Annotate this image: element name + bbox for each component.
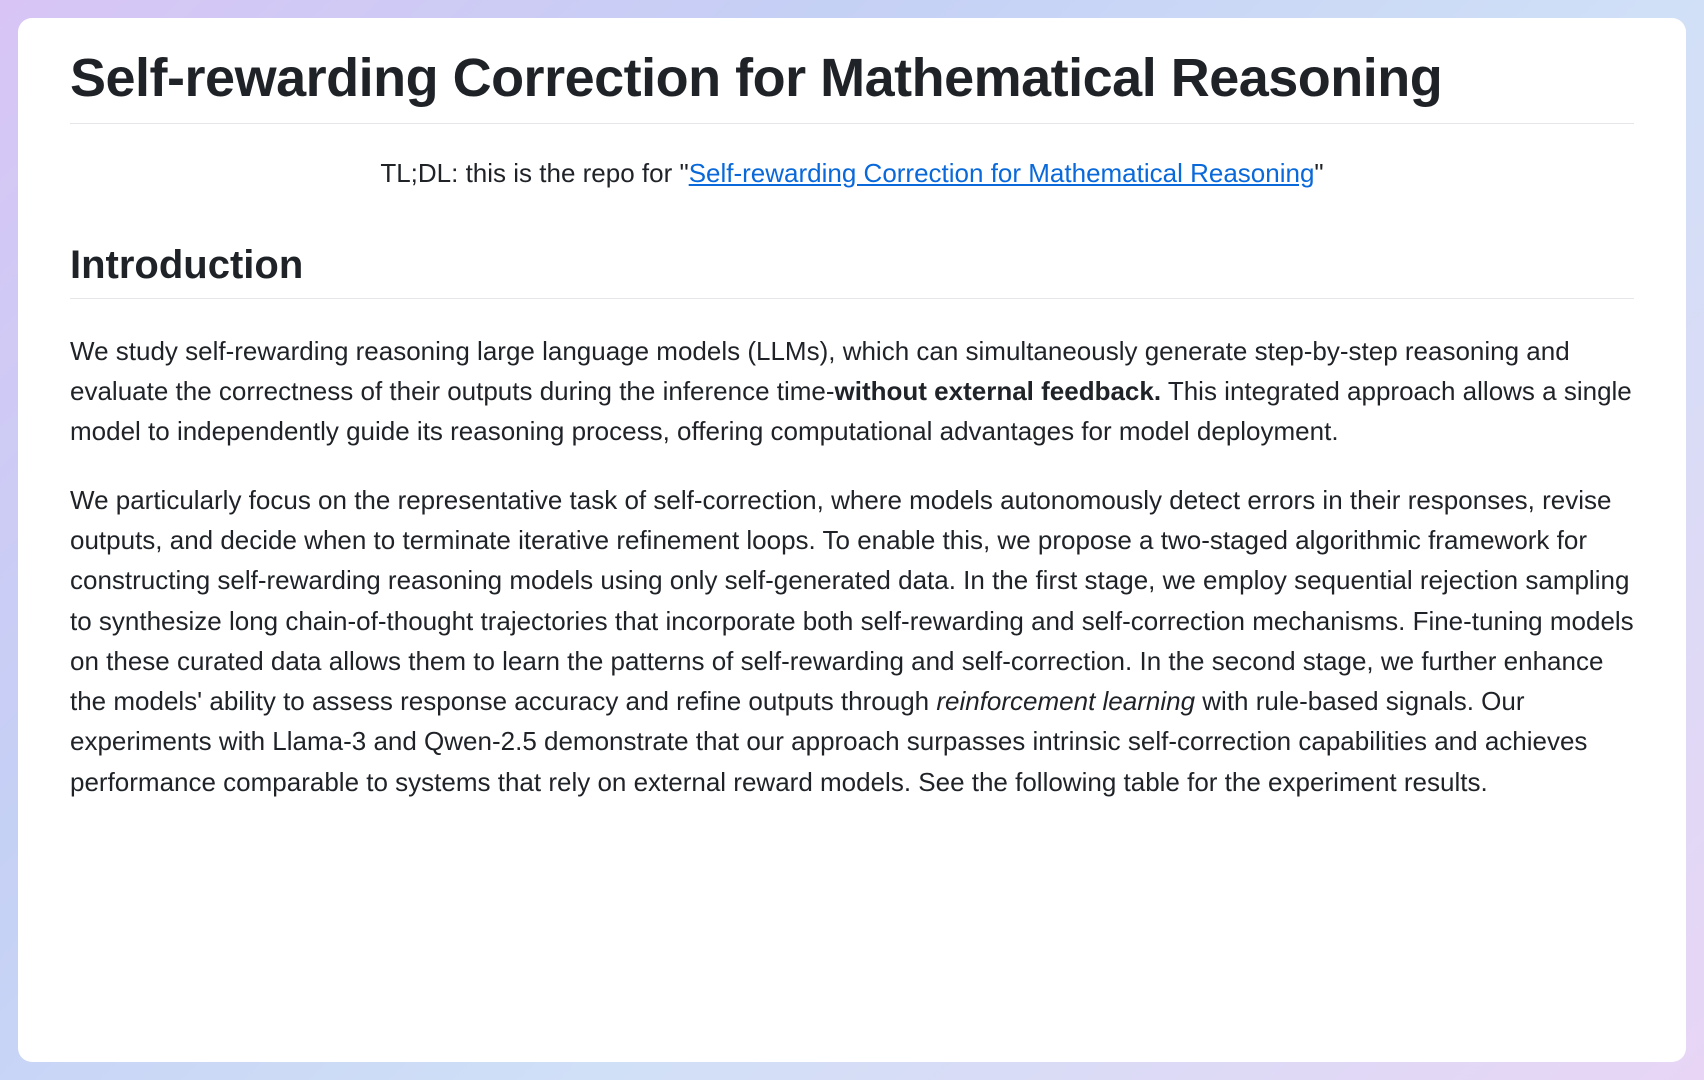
p2-italic: reinforcement learning (936, 686, 1195, 716)
paper-link[interactable]: Self-rewarding Correction for Mathematic… (689, 158, 1315, 188)
tldr-prefix: TL;DL: this is the repo for " (380, 158, 688, 188)
tldr-line: TL;DL: this is the repo for "Self-reward… (70, 154, 1634, 193)
page-title: Self-rewarding Correction for Mathematic… (70, 46, 1634, 124)
p1-bold: without external feedback. (835, 376, 1162, 406)
document-card: Self-rewarding Correction for Mathematic… (18, 18, 1686, 1062)
tldr-suffix: " (1314, 158, 1323, 188)
intro-paragraph-1: We study self-rewarding reasoning large … (70, 331, 1634, 452)
p2-part1: We particularly focus on the representat… (70, 485, 1634, 716)
intro-paragraph-2: We particularly focus on the representat… (70, 480, 1634, 802)
section-heading-introduction: Introduction (70, 243, 1634, 299)
